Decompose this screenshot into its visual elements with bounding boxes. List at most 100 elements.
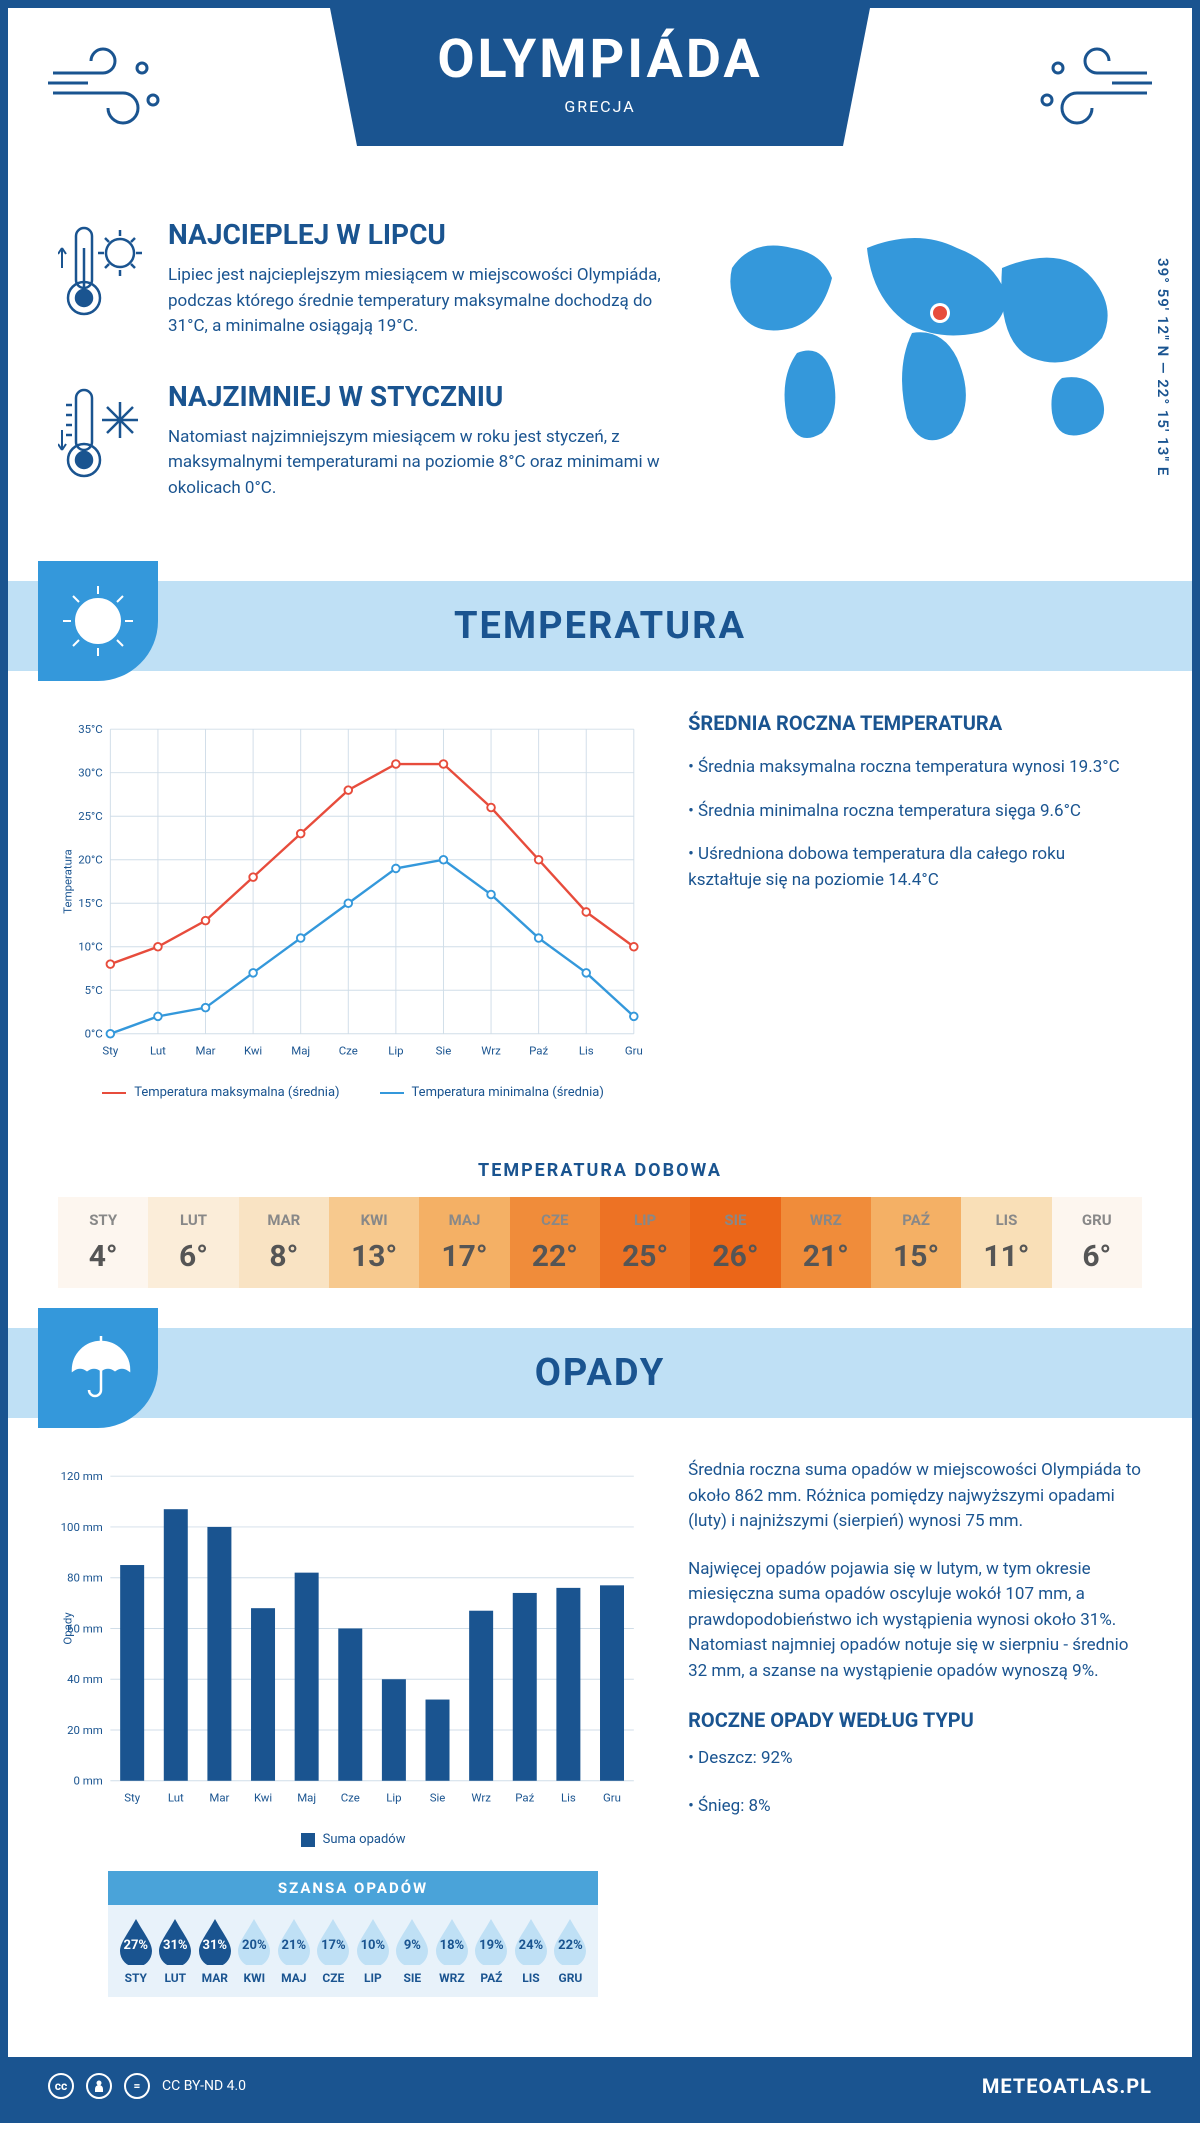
daily-month: LIS (961, 1211, 1051, 1229)
world-map (702, 218, 1142, 458)
svg-text:Kwi: Kwi (254, 1791, 272, 1805)
svg-text:Lut: Lut (168, 1791, 184, 1805)
raindrop-icon: 21% (275, 1917, 313, 1965)
chance-month: SIE (393, 1971, 433, 1985)
svg-text:Mar: Mar (196, 1044, 216, 1058)
chance-cell: 10% LIP (353, 1917, 393, 1985)
chance-cell: 22% GRU (551, 1917, 591, 1985)
daily-month: MAJ (419, 1211, 509, 1229)
daily-temp-table: STY 4°LUT 6°MAR 8°KWI 13°MAJ 17°CZE 22° L… (58, 1197, 1142, 1288)
svg-text:Opady: Opady (60, 1612, 74, 1645)
svg-text:Lis: Lis (579, 1044, 594, 1058)
daily-temp-cell: STY 4° (58, 1197, 148, 1288)
chance-cell: 27% STY (116, 1917, 156, 1985)
svg-text:120 mm: 120 mm (61, 1469, 103, 1483)
intro-right: 39° 59' 12" N — 22° 15' 13" E (702, 218, 1142, 541)
warmest-block: NAJCIEPLEJ W LIPCU Lipiec jest najcieple… (58, 218, 662, 340)
chance-value: 31% (163, 1938, 188, 1953)
precip-type-bullet: • Śnieg: 8% (688, 1794, 1142, 1820)
daily-value: 21° (781, 1239, 871, 1274)
intro-section: NAJCIEPLEJ W LIPCU Lipiec jest najcieple… (8, 208, 1192, 581)
daily-month: WRZ (781, 1211, 871, 1229)
chance-cell: 9% SIE (393, 1917, 433, 1985)
chance-month: PAŹ (472, 1971, 512, 1985)
svg-text:Gru: Gru (625, 1044, 643, 1058)
chance-value: 20% (242, 1938, 267, 1953)
daily-temp-cell: MAR 8° (239, 1197, 329, 1288)
by-icon (86, 2073, 112, 2099)
chance-value: 10% (361, 1938, 386, 1953)
chance-cell: 20% KWI (235, 1917, 275, 1985)
raindrop-icon: 10% (354, 1917, 392, 1965)
chance-cell: 31% MAR (195, 1917, 235, 1985)
warmest-title: NAJCIEPLEJ W LIPCU (168, 218, 662, 251)
daily-temp-cell: KWI 13° (329, 1197, 419, 1288)
nd-icon: = (124, 2073, 150, 2099)
raindrop-icon: 20% (235, 1917, 273, 1965)
chance-value: 18% (440, 1938, 465, 1953)
thermometer-snow-icon (58, 380, 148, 502)
chance-value: 24% (519, 1938, 544, 1953)
daily-month: CZE (510, 1211, 600, 1229)
svg-text:Sty: Sty (124, 1791, 141, 1805)
precip-p1: Średnia roczna suma opadów w miejscowośc… (688, 1458, 1142, 1535)
precip-chart-wrap: 0 mm20 mm40 mm60 mm80 mm100 mm120 mmStyL… (58, 1458, 648, 1997)
site-name: METEOATLAS.PL (982, 2074, 1152, 2098)
chance-title: SZANSA OPADÓW (108, 1871, 598, 1905)
svg-text:30°C: 30°C (78, 766, 103, 780)
svg-text:15°C: 15°C (78, 896, 103, 910)
raindrop-icon: 17% (314, 1917, 352, 1965)
temperature-title: TEMPERATURA (454, 604, 746, 648)
page: OLYMPIÁDA GRECJA (0, 0, 1200, 2123)
chance-month: LIS (511, 1971, 551, 1985)
license-text: CC BY-ND 4.0 (162, 2078, 246, 2094)
precip-type-title: ROCZNE OPADY WEDŁUG TYPU (688, 1708, 1142, 1732)
precip-p2: Najwięcej opadów pojawia się w lutym, w … (688, 1557, 1142, 1685)
chance-month: KWI (235, 1971, 275, 1985)
temperature-chart-wrap: 0°C5°C10°C15°C20°C25°C30°C35°CStyLutMarK… (58, 711, 648, 1100)
precip-content: 0 mm20 mm40 mm60 mm80 mm100 mm120 mmStyL… (8, 1418, 1192, 2017)
chance-value: 27% (123, 1938, 148, 1953)
svg-text:100 mm: 100 mm (61, 1520, 103, 1534)
cc-icon: cc (48, 2073, 74, 2099)
svg-text:Paź: Paź (515, 1791, 534, 1805)
daily-value: 6° (148, 1239, 238, 1274)
daily-month: KWI (329, 1211, 419, 1229)
daily-value: 13° (329, 1239, 419, 1274)
daily-temp-cell: LUT 6° (148, 1197, 238, 1288)
daily-month: GRU (1052, 1211, 1142, 1229)
umbrella-icon (38, 1308, 158, 1428)
daily-temp-cell: LIS 11° (961, 1197, 1051, 1288)
daily-value: 25° (600, 1239, 690, 1274)
svg-text:20°C: 20°C (78, 853, 103, 867)
coldest-block: NAJZIMNIEJ W STYCZNIU Natomiast najzimni… (58, 380, 662, 502)
chance-value: 19% (479, 1938, 504, 1953)
country-subtitle: GRECJA (330, 97, 870, 116)
daily-value: 17° (419, 1239, 509, 1274)
footer: cc = CC BY-ND 4.0 METEOATLAS.PL (8, 2057, 1192, 2115)
svg-text:Sie: Sie (430, 1791, 446, 1805)
daily-value: 6° (1052, 1239, 1142, 1274)
raindrop-icon: 19% (472, 1917, 510, 1965)
chance-cell: 21% MAJ (274, 1917, 314, 1985)
temperature-info: ŚREDNIA ROCZNA TEMPERATURA • Średnia mak… (688, 711, 1142, 1100)
svg-text:Paź: Paź (529, 1044, 548, 1058)
svg-text:Temperatura: Temperatura (60, 849, 74, 913)
wind-icon (1032, 38, 1152, 142)
daily-value: 11° (961, 1239, 1051, 1274)
coordinates: 39° 59' 12" N — 22° 15' 13" E (1154, 258, 1172, 476)
sun-icon (38, 561, 158, 681)
city-title: OLYMPIÁDA (330, 28, 870, 91)
daily-value: 8° (239, 1239, 329, 1274)
legend-max: Temperatura maksymalna (średnia) (102, 1085, 339, 1100)
svg-text:20 mm: 20 mm (67, 1723, 103, 1737)
precip-legend: Suma opadów (58, 1832, 648, 1851)
daily-month: STY (58, 1211, 148, 1229)
svg-text:Maj: Maj (291, 1044, 310, 1058)
daily-temp-cell: CZE 22° (510, 1197, 600, 1288)
daily-temp-cell: PAŹ 15° (871, 1197, 961, 1288)
temperature-content: 0°C5°C10°C15°C20°C25°C30°C35°CStyLutMarK… (8, 671, 1192, 1140)
chance-value: 9% (404, 1938, 421, 1953)
chance-cell: 17% CZE (314, 1917, 354, 1985)
temperature-chart: 0°C5°C10°C15°C20°C25°C30°C35°CStyLutMarK… (58, 711, 648, 1071)
